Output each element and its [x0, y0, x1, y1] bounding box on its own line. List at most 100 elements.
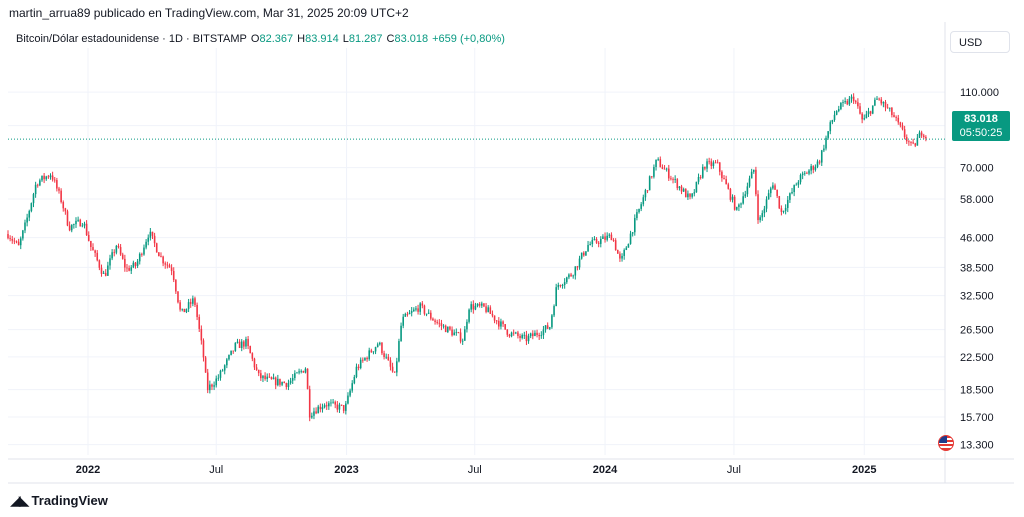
candle-body — [495, 320, 498, 322]
candle-body — [219, 370, 222, 378]
tradingview-logo[interactable]: ◢◣ TradingView — [10, 492, 108, 509]
candle-body — [504, 324, 506, 330]
candle-body — [296, 372, 298, 374]
y-tick-label: 46.000 — [960, 233, 994, 245]
candle-body — [888, 107, 891, 109]
candle-body — [277, 378, 279, 386]
candle-body — [476, 303, 479, 306]
candle-body — [648, 176, 651, 191]
candle-body — [918, 132, 921, 138]
candle-body — [840, 102, 842, 110]
candle-body — [693, 192, 696, 194]
candle-body — [66, 211, 69, 226]
candle-body — [253, 358, 256, 368]
candle-body — [249, 346, 252, 354]
candle-body — [650, 176, 653, 178]
candle-body — [559, 284, 562, 286]
candle-body — [285, 383, 288, 387]
candle-body — [355, 366, 358, 377]
candle-body — [515, 332, 517, 334]
candle-body — [799, 175, 802, 183]
candle-body — [576, 266, 579, 268]
y-tick-label: 32.500 — [960, 291, 994, 303]
candle-body — [317, 406, 320, 414]
candle-body — [780, 208, 783, 212]
candle-body — [789, 193, 791, 200]
us-flag-icon[interactable] — [938, 435, 954, 451]
candle-body — [678, 186, 681, 189]
candle-body — [130, 267, 133, 271]
x-tick-label: 2022 — [76, 464, 100, 476]
candle-body — [797, 182, 800, 185]
candle-body — [468, 309, 470, 322]
candle-body — [500, 321, 502, 327]
candle-body — [542, 329, 545, 336]
candle-body — [610, 234, 613, 241]
candle-body — [281, 382, 283, 385]
candle-body — [727, 184, 730, 189]
candle-body — [247, 338, 249, 347]
candle-body — [549, 327, 551, 329]
candle-body — [22, 230, 24, 239]
candle-body — [77, 219, 79, 221]
candle-body — [342, 405, 345, 411]
candle-body — [459, 332, 462, 342]
candle-body — [763, 208, 766, 214]
candle-body — [427, 312, 430, 314]
candle-body — [455, 332, 458, 334]
candle-body — [330, 402, 332, 404]
currency-selector[interactable]: USD — [950, 31, 1010, 53]
candle-body — [738, 204, 740, 208]
candle-body — [808, 170, 810, 174]
candle-body — [485, 306, 487, 312]
candle-body — [51, 175, 54, 180]
candle-body — [676, 179, 679, 189]
candle-body — [733, 196, 736, 210]
candle-body — [313, 411, 315, 416]
candle-body — [96, 252, 99, 261]
candle-body — [534, 332, 536, 337]
bar-countdown: 05:50:25 — [959, 127, 1003, 139]
candle-body — [87, 235, 90, 241]
candle-body — [922, 135, 925, 138]
candle-body — [472, 304, 475, 310]
y-tick-label: 18.500 — [960, 385, 994, 397]
candle-body — [372, 351, 375, 353]
candle-body — [315, 411, 317, 414]
candle-body — [521, 335, 523, 338]
candle-body — [39, 180, 41, 186]
candle-body — [899, 122, 902, 126]
y-tick-label: 70.000 — [960, 163, 994, 175]
grid — [8, 48, 945, 455]
candle-body — [597, 242, 600, 244]
candle-body — [41, 175, 43, 181]
candle-body — [551, 315, 553, 328]
candle-body — [578, 258, 581, 268]
candle-body — [304, 368, 307, 373]
candle-body — [143, 247, 145, 255]
symbol-title[interactable]: Bitcoin/Dólar estadounidense · 1D · BITS… — [16, 33, 247, 45]
candle-body — [508, 334, 511, 337]
candle-body — [79, 219, 82, 227]
candle-body — [162, 256, 164, 264]
candle-body — [487, 307, 489, 312]
candle-body — [357, 366, 360, 369]
x-tick-label: Jul — [468, 464, 482, 476]
candle-body — [553, 306, 555, 316]
candle-body — [691, 193, 693, 197]
candle-body — [740, 203, 742, 205]
candle-body — [126, 267, 128, 269]
candle-body — [32, 194, 35, 204]
candle-body — [49, 175, 52, 178]
candle-body — [141, 253, 143, 255]
candle-body — [682, 189, 685, 192]
candle-body — [842, 102, 844, 103]
candle-body — [474, 305, 477, 310]
candle-body — [215, 378, 218, 386]
candle-body — [823, 148, 825, 151]
candle-body — [7, 234, 9, 239]
candle-body — [432, 318, 434, 321]
y-tick-label: 13.300 — [960, 440, 994, 452]
candle-body — [833, 114, 836, 121]
